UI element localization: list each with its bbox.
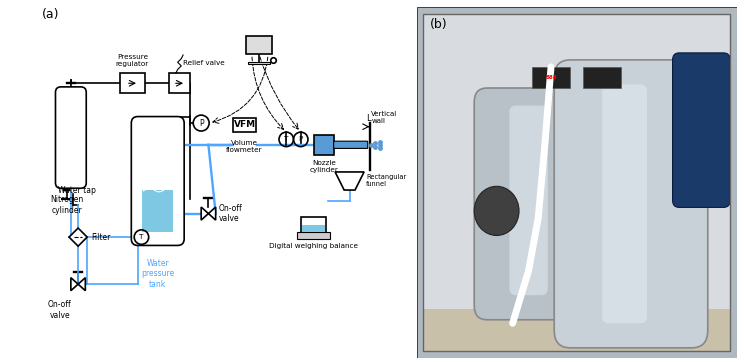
Text: Rectangular
funnel: Rectangular funnel xyxy=(366,174,406,188)
Text: On-off
valve: On-off valve xyxy=(219,204,243,223)
Text: Water
pressure
tank: Water pressure tank xyxy=(141,259,174,289)
Text: Nitrogen
cylinder: Nitrogen cylinder xyxy=(51,195,84,215)
Text: 888: 888 xyxy=(545,75,557,80)
Text: Volume
flowmeter: Volume flowmeter xyxy=(226,140,263,153)
Text: Pressure
regulator: Pressure regulator xyxy=(116,54,149,67)
FancyBboxPatch shape xyxy=(333,141,368,148)
FancyBboxPatch shape xyxy=(602,84,647,323)
Bar xyxy=(532,67,570,88)
Bar xyxy=(314,135,334,155)
FancyBboxPatch shape xyxy=(131,117,185,245)
Text: P: P xyxy=(199,119,204,127)
Text: P: P xyxy=(298,136,303,142)
FancyBboxPatch shape xyxy=(56,87,86,188)
Bar xyxy=(297,232,330,239)
Circle shape xyxy=(474,186,519,236)
Bar xyxy=(120,73,145,93)
FancyBboxPatch shape xyxy=(673,53,730,207)
Polygon shape xyxy=(335,172,364,190)
Text: On-off
valve: On-off valve xyxy=(48,300,72,320)
Text: Nozzle
cylinder: Nozzle cylinder xyxy=(310,160,339,173)
Text: Filter: Filter xyxy=(91,233,110,241)
Polygon shape xyxy=(69,228,87,246)
Bar xyxy=(302,225,325,232)
Bar xyxy=(583,67,621,88)
Text: (a): (a) xyxy=(42,8,60,21)
Bar xyxy=(301,217,326,233)
FancyBboxPatch shape xyxy=(510,106,548,295)
Text: T: T xyxy=(139,234,144,240)
Bar xyxy=(142,190,173,232)
Text: Water tap: Water tap xyxy=(58,186,96,195)
Text: Relief valve: Relief valve xyxy=(183,60,225,66)
Polygon shape xyxy=(78,278,86,291)
FancyBboxPatch shape xyxy=(474,88,589,320)
Text: Vertical
wall: Vertical wall xyxy=(371,111,397,124)
Text: Digital weighing balance: Digital weighing balance xyxy=(269,243,358,249)
Polygon shape xyxy=(71,278,78,291)
Bar xyxy=(248,62,270,64)
Polygon shape xyxy=(208,207,216,220)
Text: L: L xyxy=(366,114,371,123)
Bar xyxy=(169,73,190,93)
Polygon shape xyxy=(201,207,208,220)
Bar xyxy=(246,36,272,54)
Text: (b): (b) xyxy=(429,18,447,31)
FancyBboxPatch shape xyxy=(554,60,708,348)
Text: VFM: VFM xyxy=(234,121,256,129)
Bar xyxy=(233,118,257,132)
Text: T: T xyxy=(284,136,289,142)
